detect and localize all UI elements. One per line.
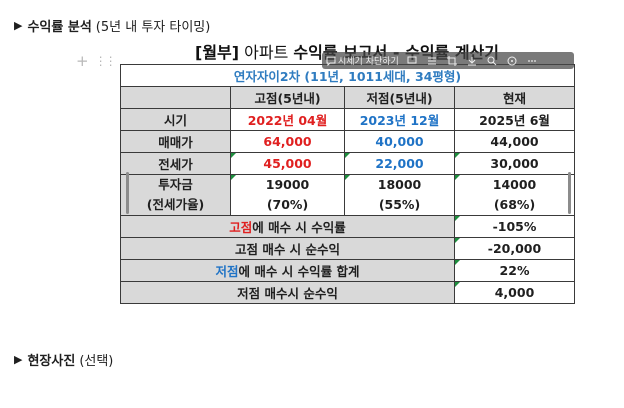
crop-icon bbox=[446, 55, 457, 66]
cell-jeonse-low-text: 22,000 bbox=[375, 156, 424, 171]
cell-sale-high[interactable]: 64,000 bbox=[230, 130, 345, 153]
investment-low-ratio: (55%) bbox=[378, 197, 421, 212]
download-icon bbox=[467, 56, 476, 65]
toolbar-download-button[interactable] bbox=[467, 56, 479, 66]
summary-text: 에 매수 시 수익률 합계 bbox=[238, 264, 360, 279]
cell-marker bbox=[455, 153, 460, 158]
summary-value-low-profit[interactable]: 4,000 bbox=[453, 281, 576, 304]
embed-toolbar: 시세기 차단하기 bbox=[322, 52, 574, 69]
cell-investment-low[interactable]: 18000 (55%) bbox=[344, 174, 455, 216]
row-label-investment: 투자금 (전세가율) bbox=[120, 174, 231, 216]
drag-handle-icon[interactable]: ⋮⋮ bbox=[94, 54, 117, 68]
toolbar-crop-button[interactable] bbox=[446, 55, 459, 66]
title-light: 아파트 bbox=[239, 43, 294, 62]
jeonse-ratio-label: (전세가율) bbox=[146, 197, 205, 212]
summary-text: 에 매수 시 수익률 bbox=[252, 220, 346, 235]
toolbar-fullscreen-button[interactable] bbox=[507, 56, 519, 66]
investment-high-value: 19000 bbox=[265, 177, 310, 192]
summary-label-low-return: 저점에 매수 시 수익률 합계 bbox=[120, 259, 455, 282]
summary-value-text: 4,000 bbox=[494, 285, 535, 300]
cell-marker bbox=[455, 282, 460, 287]
summary-label-high-return: 고점에 매수 시 수익률 bbox=[120, 215, 455, 238]
block-handles: + ⋮⋮ bbox=[76, 52, 121, 70]
investment-now-value: 14000 bbox=[492, 177, 537, 192]
cell-jeonse-now[interactable]: 30,000 bbox=[453, 152, 576, 175]
cell-marker bbox=[455, 260, 460, 265]
section-subtitle: (5년 내 투자 타이밍) bbox=[95, 20, 211, 35]
zoom-icon bbox=[487, 56, 497, 65]
cell-marker bbox=[455, 238, 460, 243]
header-now: 현재 bbox=[453, 86, 576, 109]
toggle-triangle-icon: ▶ bbox=[14, 19, 23, 32]
row-label-period: 시기 bbox=[120, 108, 231, 131]
resize-handle-right[interactable] bbox=[568, 172, 571, 214]
row-label-jeonse-price: 전세가 bbox=[120, 152, 231, 175]
toggle-section-site-photos[interactable]: ▶ 현장사진 (선택) bbox=[14, 350, 113, 369]
summary-value-low-return[interactable]: 22% bbox=[453, 259, 576, 282]
cell-period-now[interactable]: 2025년 6월 bbox=[453, 108, 576, 131]
row-label-sale-price: 매매가 bbox=[120, 130, 231, 153]
toolbar-align-button[interactable] bbox=[427, 56, 439, 66]
toolbar-comment-button[interactable]: 시세기 차단하기 bbox=[326, 54, 399, 67]
toggle-section-return-analysis[interactable]: ▶ 수익률 분석 (5년 내 투자 타이밍) bbox=[14, 16, 210, 35]
summary-prefix: 저점 bbox=[215, 264, 239, 279]
cell-marker bbox=[345, 153, 350, 158]
cell-investment-now[interactable]: 14000 (68%) bbox=[453, 174, 576, 216]
cell-jeonse-now-text: 30,000 bbox=[490, 156, 539, 171]
cell-marker bbox=[455, 216, 460, 221]
toolbar-zoom-button[interactable] bbox=[487, 56, 499, 66]
align-icon bbox=[427, 57, 436, 64]
toolbar-comment-icon-button[interactable] bbox=[407, 56, 419, 66]
section-title: 현장사진 bbox=[27, 354, 76, 369]
investment-high-ratio: (70%) bbox=[266, 197, 309, 212]
summary-value-text: -20,000 bbox=[487, 241, 542, 256]
investment-label: 투자금 bbox=[158, 177, 193, 192]
cell-marker bbox=[231, 153, 236, 158]
report-table: 연자자이2차 (11년, 1011세대, 34평형) 고점(5년내) 저점(5년… bbox=[119, 64, 576, 304]
cell-marker bbox=[231, 175, 236, 180]
cell-sale-now[interactable]: 44,000 bbox=[453, 130, 576, 153]
fullscreen-icon bbox=[507, 56, 517, 65]
cell-investment-high[interactable]: 19000 (70%) bbox=[230, 174, 345, 216]
header-blank bbox=[120, 86, 231, 109]
summary-label-low-profit: 저점 매수시 순수익 bbox=[120, 281, 455, 304]
cell-jeonse-high[interactable]: 45,000 bbox=[230, 152, 345, 175]
section-subtitle: (선택) bbox=[79, 354, 114, 369]
cell-period-high[interactable]: 2022년 04월 bbox=[230, 108, 345, 131]
summary-value-high-profit[interactable]: -20,000 bbox=[453, 237, 576, 260]
add-block-icon[interactable]: + bbox=[76, 52, 89, 70]
section-title: 수익률 분석 bbox=[27, 20, 92, 35]
chat-icon bbox=[326, 56, 336, 66]
cell-period-low[interactable]: 2023년 12월 bbox=[344, 108, 455, 131]
header-low: 저점(5년내) bbox=[344, 86, 455, 109]
cell-sale-low[interactable]: 40,000 bbox=[344, 130, 455, 153]
cell-jeonse-high-text: 45,000 bbox=[263, 156, 312, 171]
summary-label-high-profit: 고점 매수 시 순수익 bbox=[120, 237, 455, 260]
investment-now-ratio: (68%) bbox=[493, 197, 536, 212]
resize-handle-left[interactable] bbox=[126, 172, 129, 214]
title-bracket: [월부] bbox=[195, 43, 240, 62]
summary-value-text: 22% bbox=[499, 263, 530, 278]
investment-low-value: 18000 bbox=[377, 177, 422, 192]
header-high: 고점(5년내) bbox=[230, 86, 345, 109]
summary-prefix: 고점 bbox=[229, 220, 253, 235]
comment-icon bbox=[407, 56, 417, 63]
summary-value-text: -105% bbox=[492, 219, 537, 234]
embedded-sheet: [월부] 아파트 수익률 보고서 - 수익률 계산기 연자자이2차 (11년, … bbox=[119, 42, 576, 304]
toolbar-more-button[interactable] bbox=[527, 56, 539, 66]
cell-marker bbox=[345, 175, 350, 180]
cell-marker bbox=[455, 175, 460, 180]
more-icon bbox=[527, 59, 536, 62]
toggle-triangle-icon: ▶ bbox=[14, 353, 23, 366]
cell-jeonse-low[interactable]: 22,000 bbox=[344, 152, 455, 175]
summary-value-high-return[interactable]: -105% bbox=[453, 215, 576, 238]
toolbar-comment-label: 시세기 차단하기 bbox=[338, 57, 399, 67]
